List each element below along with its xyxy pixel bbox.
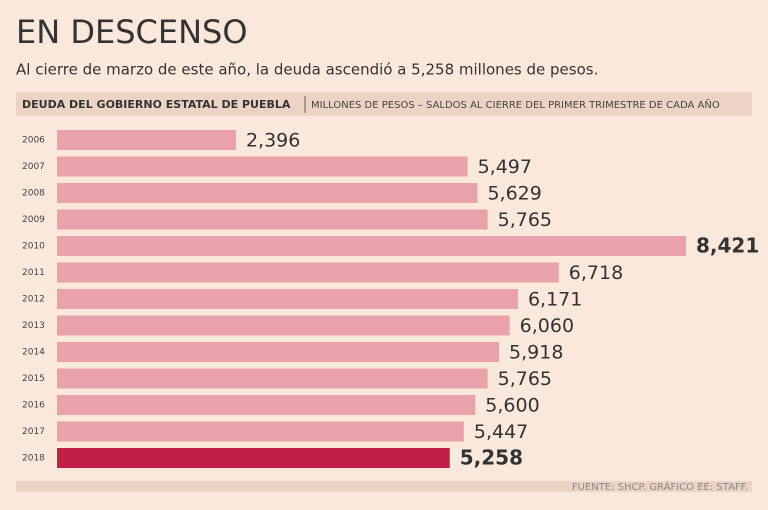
y-tick-label: 2012 [22,295,45,305]
y-tick-label: 2010 [22,242,45,252]
value-label: 5,629 [487,183,541,205]
y-tick-label: 2016 [22,401,45,411]
bar [57,395,476,415]
value-label: 5,918 [509,342,563,364]
bar [57,236,686,256]
value-label: 5,497 [478,156,532,178]
y-tick-label: 2011 [22,268,45,278]
value-label: 6,060 [520,315,574,337]
bar [57,315,510,336]
bar [57,262,559,283]
bar [57,130,236,150]
bar [57,421,464,442]
y-tick-label: 2007 [22,162,45,172]
bar [57,183,478,203]
y-tick-label: 2015 [22,374,45,384]
footer-strip [16,481,752,492]
value-label: 5,765 [498,368,552,390]
source: FUENTE: SHCP. GRÁFICO EE: STAFF. [572,480,748,493]
header-strip [16,92,752,116]
value-label: 6,171 [528,289,582,311]
header: DEUDA DEL GOBIERNO ESTATAL DE PUEBLA [22,98,291,111]
bar [57,448,450,468]
bar [57,209,488,230]
y-tick-label: 2009 [22,215,45,225]
bar [57,156,468,177]
chart-title: EN DESCENSO [16,13,248,51]
y-tick-label: 2008 [22,189,45,199]
value-label: 5,447 [474,421,528,443]
y-tick-label: 2014 [22,348,45,358]
value-label: 5,258 [460,446,523,470]
y-tick-label: 2013 [22,321,45,331]
value-label: 6,718 [569,262,623,284]
header-note: MILLONES DE PESOS – SALDOS AL CIERRE DEL… [311,98,720,111]
bar [57,289,518,309]
value-label: 2,396 [246,130,300,152]
y-tick-label: 2018 [22,454,45,464]
y-tick-label: 2006 [22,136,45,146]
value-label: 5,600 [485,395,539,417]
y-tick-label: 2017 [22,427,45,437]
chart-subtitle: Al cierre de marzo de este año, la deuda… [16,61,598,79]
value-label: 5,765 [498,209,552,231]
value-label: 8,421 [696,234,759,258]
bar [57,368,488,389]
bar [57,342,500,362]
